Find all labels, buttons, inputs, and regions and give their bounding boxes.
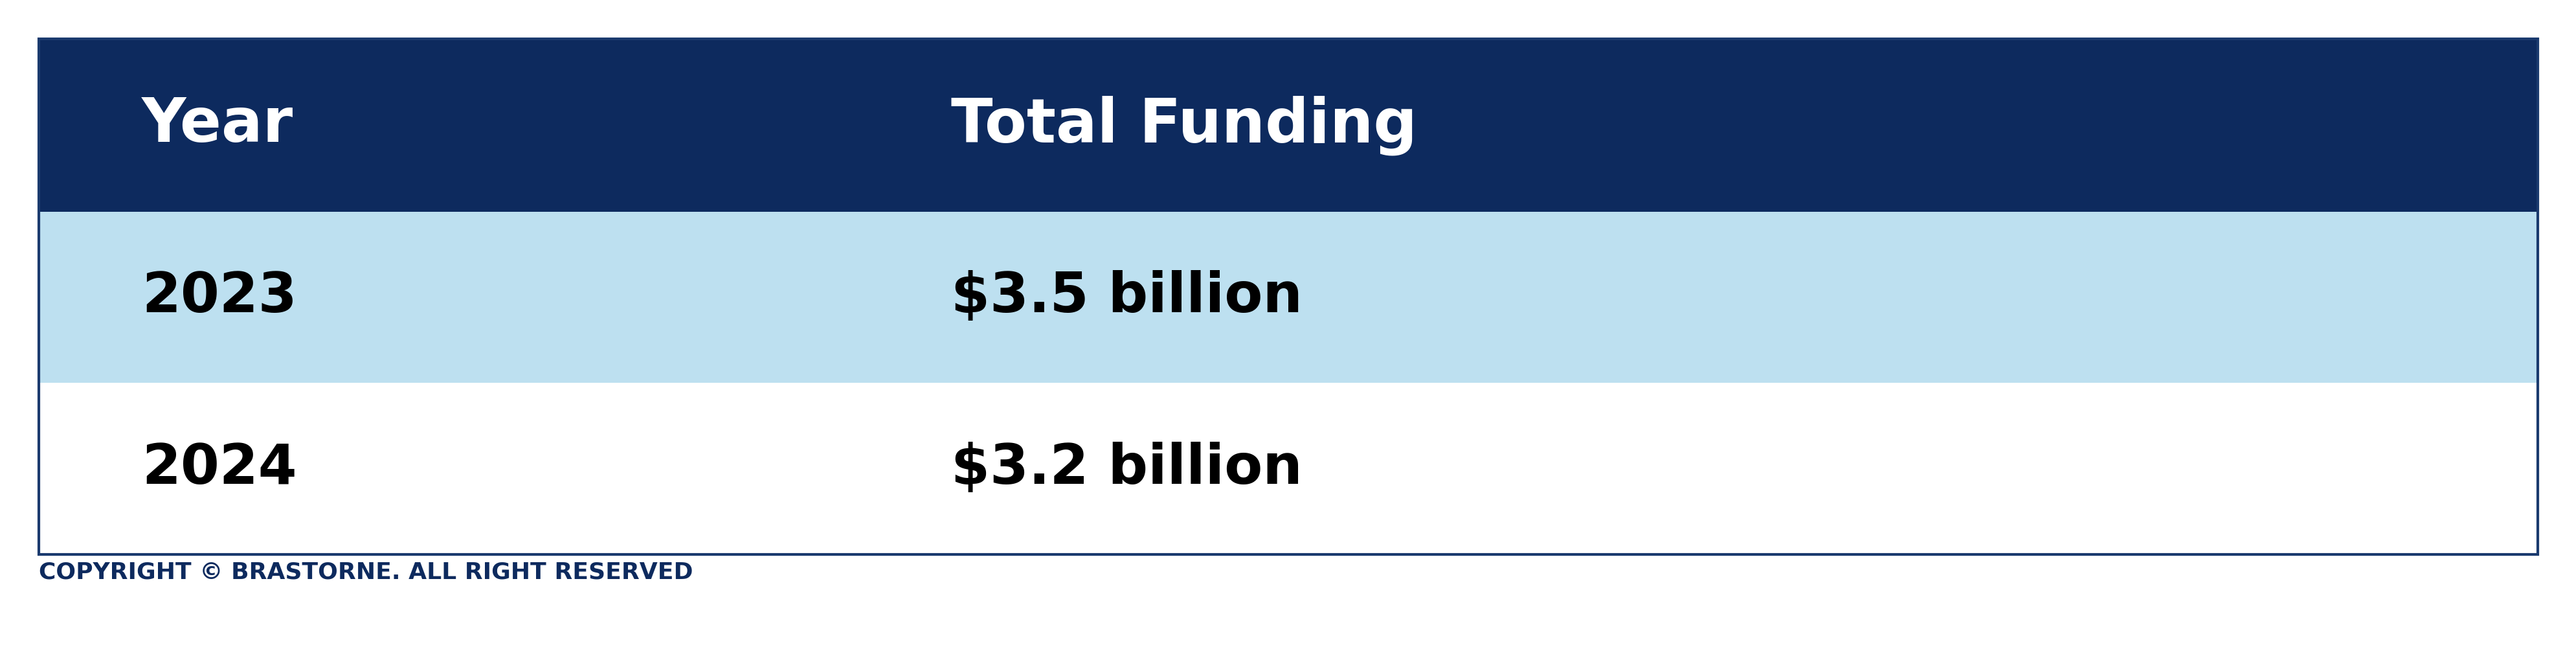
- Text: 2023: 2023: [142, 270, 296, 324]
- Text: Year: Year: [142, 95, 294, 155]
- Text: COPYRIGHT © BRASTORNE. ALL RIGHT RESERVED: COPYRIGHT © BRASTORNE. ALL RIGHT RESERVE…: [39, 561, 693, 583]
- Bar: [39, 211, 2537, 383]
- Bar: [39, 383, 2537, 554]
- Text: $3.5 billion: $3.5 billion: [951, 270, 1301, 324]
- Text: 2024: 2024: [142, 442, 296, 496]
- Text: Total Funding: Total Funding: [951, 95, 1417, 155]
- Bar: [39, 39, 2537, 211]
- Bar: [39, 39, 2537, 554]
- Text: $3.2 billion: $3.2 billion: [951, 442, 1301, 496]
